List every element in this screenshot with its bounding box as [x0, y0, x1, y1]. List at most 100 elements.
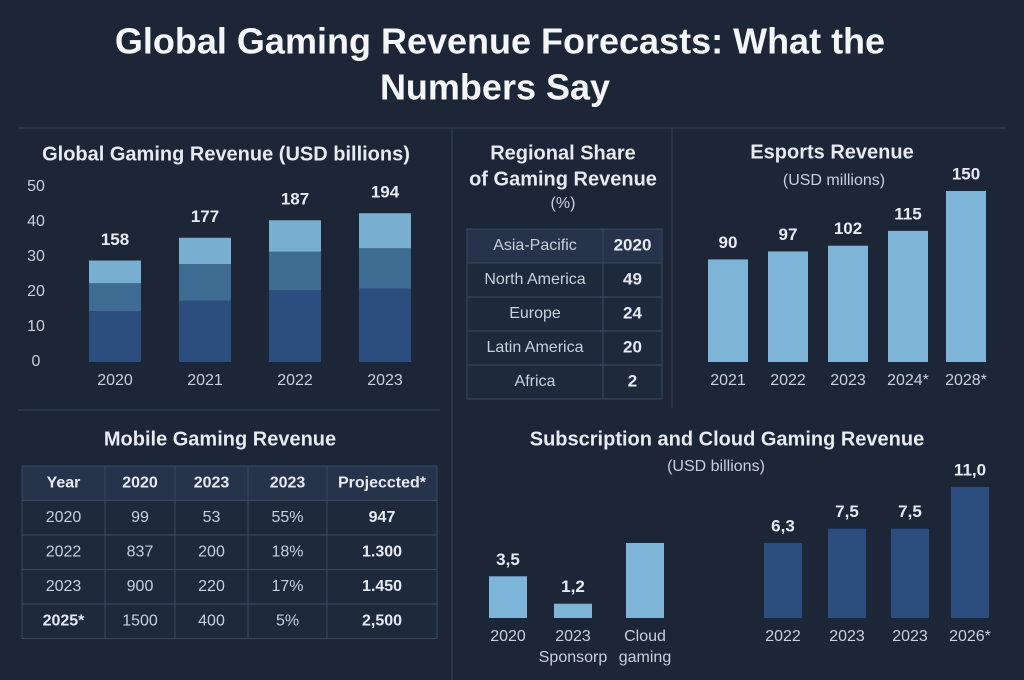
table-cell: 99: [131, 509, 149, 526]
x-tick-label: 2023: [892, 628, 928, 645]
x-tick-label: Sponsorp: [539, 649, 608, 666]
table-row: [466, 330, 663, 366]
total-label: 194: [371, 183, 400, 202]
value-label: 3,5: [496, 550, 520, 569]
table-cell: 20: [623, 337, 642, 356]
table-cell: Europe: [509, 305, 561, 322]
table-cell: 400: [198, 612, 225, 629]
bar: [828, 528, 866, 618]
table-cell: 5%: [276, 612, 299, 629]
x-tick-label: 2020: [97, 372, 133, 389]
bar: [888, 230, 928, 362]
bar: [489, 576, 527, 618]
x-tick-label: 2026*: [949, 628, 991, 645]
bar-segment: [269, 251, 321, 291]
x-tick-label: 2024*: [887, 372, 929, 389]
table-row: [21, 465, 438, 501]
value-label: 1,2: [561, 577, 585, 596]
y-tick-label: 40: [27, 213, 45, 230]
page-title: Global Gaming Revenue Forecasts: What th…: [115, 21, 885, 62]
table-subtitle: (%): [551, 195, 576, 212]
bar-segment: [359, 288, 411, 362]
bar-segment: [179, 264, 231, 301]
table-cell: Asia-Pacific: [493, 237, 577, 254]
value-label: 115: [894, 204, 921, 223]
bar: [946, 191, 986, 362]
x-tick-label: 2022: [277, 372, 313, 389]
bar: [764, 542, 802, 618]
y-tick-label: 0: [32, 353, 41, 370]
total-label: 158: [101, 230, 129, 249]
value-label: 97: [779, 225, 798, 244]
page-title: Numbers Say: [380, 67, 610, 108]
chart-title: Subscription and Cloud Gaming Revenue: [530, 428, 924, 450]
chart-title: Global Gaming Revenue (USD billions): [42, 143, 410, 165]
x-tick-label: 2022: [770, 372, 806, 389]
chart-subtitle: (USD billions): [667, 458, 765, 475]
table-cell: Projeccted*: [338, 474, 427, 491]
x-tick-label: 2023: [367, 372, 403, 389]
table-title: Mobile Gaming Revenue: [104, 428, 336, 450]
x-tick-label: 2023: [830, 372, 866, 389]
table-cell: 53: [203, 509, 221, 526]
x-tick-label: 2021: [187, 372, 223, 389]
value-label: 7,5: [835, 502, 859, 521]
bar-segment: [179, 237, 231, 264]
bar: [891, 528, 929, 618]
table-cell: 200: [198, 543, 225, 560]
x-tick-label: 2021: [710, 372, 746, 389]
bar-segment: [89, 260, 141, 284]
value-label: 150: [952, 164, 980, 183]
bar-segment: [359, 248, 411, 289]
bar: [951, 487, 989, 618]
table-cell: 2023: [46, 578, 82, 595]
value-label: 102: [834, 219, 862, 238]
value-label: 6,3: [771, 516, 795, 535]
total-label: 187: [281, 190, 309, 209]
table-cell: 2023: [194, 474, 230, 491]
value-label: 90: [719, 233, 738, 252]
table-cell: 947: [369, 509, 396, 526]
table-row: [466, 296, 663, 332]
table-cell: 900: [127, 578, 154, 595]
bar-segment: [269, 290, 321, 362]
value-label: 11,0: [954, 460, 986, 479]
bar-segment: [89, 283, 141, 312]
table-cell: North America: [484, 271, 585, 288]
table-row: [21, 603, 438, 639]
table-cell: 1500: [122, 612, 158, 629]
y-tick-label: 10: [27, 318, 45, 335]
x-tick-label: 2023: [829, 628, 865, 645]
bar: [554, 603, 592, 618]
y-tick-label: 30: [27, 248, 45, 265]
table-cell: 220: [198, 578, 225, 595]
y-tick-label: 20: [27, 283, 45, 300]
table-row: [21, 500, 438, 536]
table-cell: Latin America: [487, 339, 584, 356]
x-tick-label: 2023: [555, 628, 591, 645]
bar-segment: [269, 220, 321, 252]
table-cell: 2: [628, 371, 637, 390]
bar-segment: [359, 213, 411, 249]
table-cell: Year: [47, 474, 81, 491]
chart-subtitle: (USD millions): [783, 172, 885, 189]
bar: [626, 542, 664, 618]
table-cell: 55%: [271, 509, 303, 526]
x-tick-label: 2028*: [945, 372, 987, 389]
x-tick-label: gaming: [619, 649, 671, 666]
table-cell: 1.300: [362, 543, 402, 560]
table-row: [466, 364, 663, 400]
table-cell: 18%: [271, 543, 303, 560]
table-cell: 2022: [46, 543, 82, 560]
table-cell: 2020: [122, 474, 158, 491]
table-cell: 837: [127, 543, 154, 560]
table-cell: 2023: [270, 474, 306, 491]
table-cell: Africa: [515, 373, 556, 390]
table-cell: 2025*: [43, 612, 86, 629]
table-cell: 2,500: [362, 612, 402, 629]
bar: [768, 251, 808, 362]
value-label: 7,5: [898, 502, 922, 521]
bar-segment: [179, 300, 231, 362]
table-title: of Gaming Revenue: [469, 168, 657, 190]
